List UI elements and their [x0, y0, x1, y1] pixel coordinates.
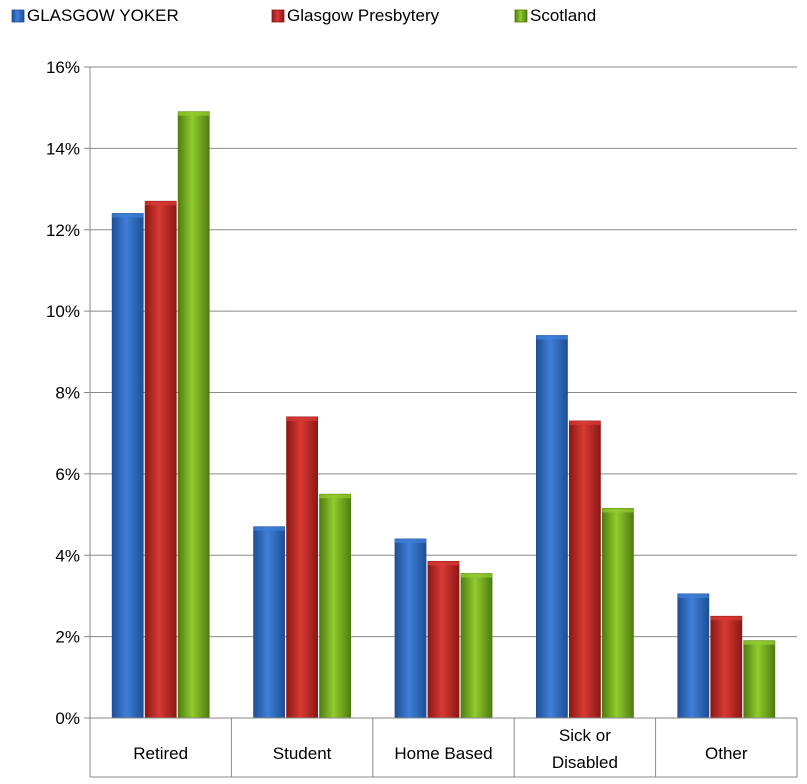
x-tick-label: Retired — [133, 744, 188, 763]
bar — [743, 640, 776, 719]
bars — [111, 111, 776, 719]
bar-top-highlight — [461, 573, 492, 578]
bar — [460, 573, 493, 719]
y-tick-label: 0% — [55, 709, 80, 728]
bar — [394, 538, 427, 719]
y-tick-label: 12% — [46, 221, 80, 240]
legend-label: Scotland — [530, 6, 596, 25]
y-tick-label: 14% — [46, 139, 80, 158]
bar — [536, 335, 568, 719]
bar-top-highlight — [536, 335, 568, 340]
legend-swatch — [271, 9, 285, 23]
bar-top-highlight — [743, 640, 775, 645]
bar-top-highlight — [428, 561, 459, 566]
x-axis: Retired Student Home Based Sick or Disabled O… — [90, 717, 798, 778]
x-tick-label: Student — [273, 744, 332, 763]
x-tick-label: Sick or Disabled — [552, 726, 618, 772]
legend-swatch — [11, 9, 25, 23]
bar — [111, 213, 144, 719]
bar — [427, 560, 460, 719]
legend-swatch — [514, 9, 528, 23]
bar — [677, 593, 710, 719]
y-tick-label: 8% — [55, 384, 80, 403]
bar-top-highlight — [112, 213, 144, 218]
legend-label: GLASGOW YOKER — [27, 6, 179, 25]
bar-top-highlight — [710, 616, 742, 621]
y-tick-label: 2% — [55, 628, 80, 647]
bar-top-highlight — [253, 526, 285, 531]
y-tick-label: 10% — [46, 302, 80, 321]
legend: GLASGOW YOKER Glasgow Presbytery Scotland — [11, 6, 596, 25]
bar — [253, 526, 286, 719]
y-tick-label: 4% — [55, 546, 80, 565]
bar — [569, 420, 601, 719]
x-tick-label: Other — [705, 744, 748, 763]
bar-top-highlight — [319, 494, 351, 499]
bar-top-highlight — [677, 593, 709, 598]
bar-top-highlight — [602, 508, 634, 513]
legend-label: Glasgow Presbytery — [287, 6, 440, 25]
bar-top-highlight — [395, 538, 426, 543]
bar — [144, 200, 177, 719]
bar — [602, 508, 634, 719]
bar — [286, 416, 319, 719]
bar-top-highlight — [145, 201, 177, 206]
bar-top-highlight — [286, 416, 318, 421]
bar — [177, 111, 210, 719]
x-tick-label: Home Based — [394, 744, 492, 763]
bar — [710, 615, 743, 719]
bar — [319, 493, 352, 719]
y-tick-label: 16% — [46, 58, 80, 77]
bar-top-highlight — [569, 420, 601, 425]
bar-top-highlight — [178, 111, 210, 116]
y-tick-label: 6% — [55, 465, 80, 484]
y-axis: 0% 2% 4% 6% 8% 10% 12% 14% 16% — [46, 58, 91, 777]
